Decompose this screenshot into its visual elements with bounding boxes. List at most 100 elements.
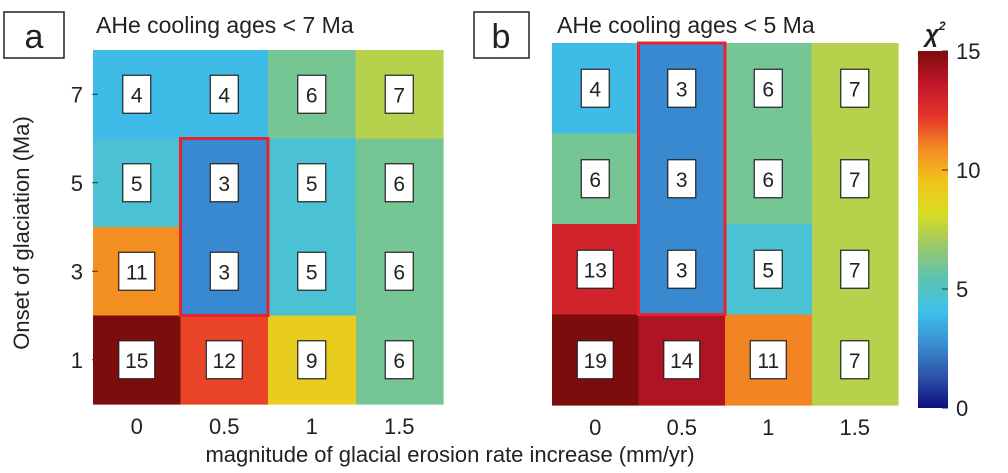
y-tick-label: 7 — [71, 82, 83, 107]
cell-label: 12 — [213, 350, 236, 373]
cell-label: 9 — [306, 350, 318, 373]
colorbar-title-chi: χ — [922, 21, 940, 48]
cell-label: 11 — [126, 261, 148, 284]
panel-b-cell-labels: 4 3 6 7 6 3 6 7 13 3 5 7 19 14 11 7 — [576, 68, 870, 380]
cell-label: 6 — [762, 169, 774, 192]
panel-b-title: AHe cooling ages < 5 Ma — [557, 12, 815, 38]
cell-label: 6 — [589, 169, 601, 192]
cell-label: 7 — [849, 350, 861, 373]
cell-label-box — [118, 340, 156, 380]
cell-label: 6 — [306, 84, 318, 107]
x-tick-label: 0 — [589, 415, 601, 440]
panel-b: b AHe cooling ages < 5 Ma 4 3 6 7 6 3 6 7 13 3 5 7 1… — [473, 11, 899, 440]
cell-label: 5 — [306, 261, 318, 284]
x-axis-label: magnitude of glacial erosion rate increa… — [205, 442, 694, 467]
colorbar-title-superscript: 2 — [938, 19, 946, 33]
cell-label-box — [753, 68, 783, 108]
panel-a-letter: a — [25, 18, 44, 56]
cell-label: 4 — [218, 84, 230, 107]
cell-label: 3 — [676, 259, 688, 282]
panel-a-letter-box — [3, 11, 65, 59]
cell-label-box — [667, 159, 697, 199]
x-tick-label: 1 — [762, 415, 774, 440]
cell-label-box — [122, 74, 152, 114]
cell-label: 5 — [762, 259, 774, 282]
cell-label-box — [753, 249, 783, 289]
colorbar: χ2 0 5 10 15 — [918, 19, 980, 421]
x-tick-label: 1.5 — [839, 415, 870, 440]
cell-label-box — [205, 340, 243, 380]
cell-label: 7 — [849, 169, 861, 192]
cell-label-box — [297, 163, 327, 203]
colorbar-ticks: 0 5 10 15 — [942, 39, 980, 421]
x-tick-label: 1.5 — [384, 414, 415, 439]
cell-label: 7 — [393, 84, 405, 107]
cell-label-box — [122, 163, 152, 203]
cell-label-box — [297, 251, 327, 291]
y-tick-label: 1 — [71, 348, 83, 373]
cell-label-box — [580, 68, 610, 108]
cell-label-box — [840, 68, 870, 108]
cell-label: 7 — [849, 78, 861, 101]
colorbar-title: χ2 — [922, 19, 946, 48]
cell-label: 5 — [306, 173, 318, 196]
cell-label: 6 — [393, 173, 405, 196]
cell-label-box — [576, 340, 614, 380]
cell-label: 19 — [584, 350, 607, 373]
panel-a: a AHe cooling ages < 7 Ma 4 4 6 75 3 5 611 3 5 61… — [3, 11, 444, 439]
cell-label-box — [753, 159, 783, 199]
best-fit-highlight — [637, 41, 727, 316]
cell-label-box — [118, 251, 156, 291]
best-fit-highlight — [179, 137, 270, 317]
panel-a-title: AHe cooling ages < 7 Ma — [96, 12, 354, 38]
cell-label: 15 — [125, 350, 148, 373]
y-tick-label: 3 — [71, 259, 83, 284]
colorbar-tick-label: 5 — [956, 277, 968, 302]
y-axis-label: Onset of glaciation (Ma) — [9, 116, 34, 350]
colorbar-tick-label: 15 — [956, 39, 980, 64]
panel-b-highlight — [637, 41, 727, 316]
panel-b-heatmap — [552, 43, 899, 406]
cell-label-box — [384, 251, 414, 291]
cell-label: 3 — [676, 169, 688, 192]
cell-label-box — [840, 249, 870, 289]
cell-label: 6 — [393, 261, 405, 284]
cell-label-box — [667, 249, 697, 289]
cell-label-box — [209, 163, 239, 203]
cell-label-box — [384, 163, 414, 203]
cell-label-box — [667, 68, 697, 108]
panel-b-letter-box — [473, 11, 530, 59]
x-tick-label: 1 — [306, 414, 318, 439]
cell-label: 3 — [218, 173, 230, 196]
colorbar-gradient — [918, 51, 948, 408]
cell-label: 5 — [131, 173, 143, 196]
cell-label-box — [384, 74, 414, 114]
cell-label-box — [209, 251, 239, 291]
cell-label-box — [840, 159, 870, 199]
cell-label: 14 — [670, 350, 694, 373]
cell-label: 3 — [676, 78, 688, 101]
cell-label: 6 — [393, 350, 405, 373]
cell-label: 11 — [757, 350, 779, 373]
x-tick-label: 0.5 — [209, 414, 240, 439]
cell-label: 3 — [218, 261, 230, 284]
colorbar-tick-label: 10 — [956, 158, 980, 183]
x-tick-label: 0.5 — [666, 415, 697, 440]
cell-label-box — [663, 340, 701, 380]
cell-label-box — [749, 340, 787, 380]
colorbar-tick-label: 0 — [956, 396, 968, 421]
cell-label: 6 — [762, 78, 774, 101]
cell-label: 4 — [589, 78, 601, 101]
panel-a-ticks: 0 0.5 1 1.5 7 5 3 1 — [71, 82, 415, 439]
cell-label-box — [209, 74, 239, 114]
panel-b-ticks: 0 0.5 1 1.5 — [589, 415, 870, 440]
cell-label-box — [576, 249, 614, 289]
panel-a-highlight — [179, 137, 270, 317]
x-tick-label: 0 — [131, 414, 143, 439]
cell-label-box — [840, 340, 870, 380]
panel-b-letter: b — [492, 18, 511, 56]
cell-label-box — [384, 340, 414, 380]
cell-label-box — [580, 159, 610, 199]
cell-label: 13 — [584, 259, 607, 282]
